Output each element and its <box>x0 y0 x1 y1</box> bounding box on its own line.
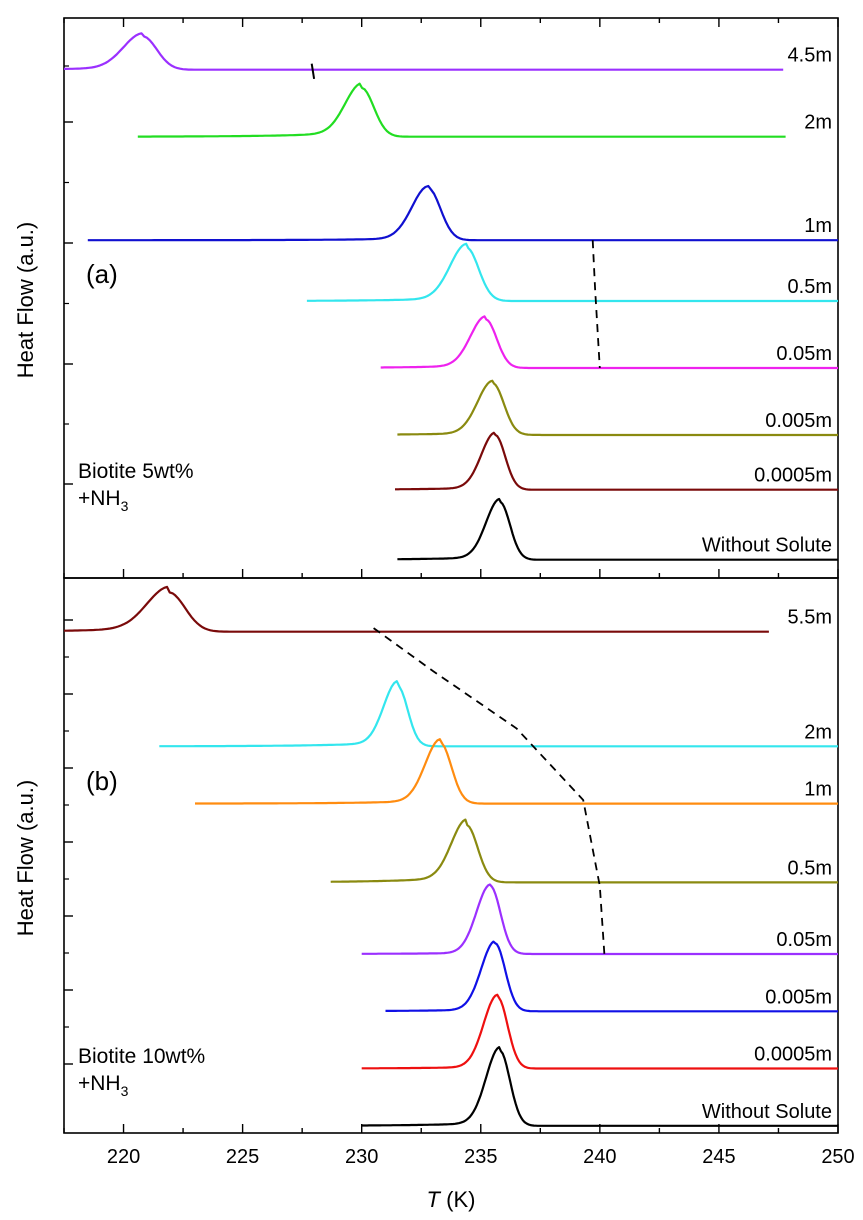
panel-b-tag: (b) <box>86 766 118 796</box>
panel-b-formula-base: +NH <box>78 1072 121 1095</box>
series-line <box>395 431 838 491</box>
x-tick-label: 245 <box>702 1146 735 1168</box>
series-label: 1m <box>804 215 832 237</box>
panel-b-sample-formula: +NH3 <box>78 1072 129 1099</box>
onset-marker <box>310 63 316 80</box>
panel-b-y-axis-label: Heat Flow (a.u.) <box>13 780 38 937</box>
panel-a-sample-label: Biotite 5wt% <box>78 460 194 483</box>
series-line <box>64 585 769 633</box>
panel-a-sample-formula: +NH3 <box>78 487 129 514</box>
panel-b-y-ticks <box>64 619 73 1065</box>
panel-a: 4.5m 2m 1m 0.5m 0.05m 0.005m 0.0005m Without So… <box>13 17 839 579</box>
x-axis-variable: T <box>427 1187 442 1212</box>
series-label: 4.5m <box>788 45 832 67</box>
series-label: 2m <box>804 112 832 134</box>
panel-b-curve-labels: 5.5m 2m 1m 0.5m 0.05m 0.005m 0.0005m Without So… <box>702 607 832 1123</box>
panel-b-curves <box>64 585 838 1127</box>
panel-a-y-ticks <box>64 65 73 485</box>
panel-a-curves <box>64 32 838 561</box>
series-line <box>361 993 838 1070</box>
x-axis-unit: (K) <box>440 1187 475 1212</box>
series-line <box>195 738 838 805</box>
x-tick-label: 220 <box>107 1146 140 1168</box>
series-line <box>87 184 838 242</box>
series-line <box>397 497 838 561</box>
series-label: 0.5m <box>788 276 832 298</box>
x-tick-label: 230 <box>345 1146 378 1168</box>
panel-b: 5.5m 2m 1m 0.5m 0.05m 0.005m 0.0005m Without So… <box>13 577 839 1134</box>
series-label: Without Solute <box>702 1101 832 1123</box>
series-line <box>397 379 838 437</box>
series-label: 1m <box>804 779 832 801</box>
series-label: 2m <box>804 721 832 743</box>
series-label: Without Solute <box>702 535 832 557</box>
onset-guide-line <box>373 627 606 958</box>
x-tick-label: 225 <box>226 1146 259 1168</box>
panel-a-formula-base: +NH <box>78 487 121 510</box>
series-line <box>330 818 838 884</box>
panel-b-frame <box>63 577 839 1134</box>
series-label: 0.05m <box>776 343 832 365</box>
panel-a-y-axis-label: Heat Flow (a.u.) <box>13 222 38 379</box>
series-label: 0.05m <box>776 929 832 951</box>
series-label: 5.5m <box>788 607 832 629</box>
series-line <box>385 940 838 1013</box>
onset-guide-line <box>591 240 601 369</box>
series-label: 0.005m <box>765 410 832 432</box>
x-axis-label: T (K) <box>427 1187 476 1212</box>
panel-a-frame <box>63 17 839 579</box>
panel-b-formula-subscript: 3 <box>121 1083 129 1099</box>
x-tick-label: 240 <box>583 1146 616 1168</box>
series-line <box>159 680 838 748</box>
panel-a-formula-subscript: 3 <box>121 498 129 514</box>
series-line <box>137 82 786 138</box>
series-line <box>361 883 838 956</box>
x-tick-label: 235 <box>464 1146 497 1168</box>
panel-a-tag: (a) <box>86 259 118 289</box>
series-label: 0.0005m <box>754 465 832 487</box>
series-line <box>64 32 784 71</box>
panel-b-sample-label: Biotite 10wt% <box>78 1045 205 1068</box>
series-line <box>380 315 838 370</box>
series-label: 0.5m <box>788 857 832 879</box>
series-label: 0.0005m <box>754 1044 832 1066</box>
x-axis: 220 225 230 235 240 245 250 <box>63 18 855 1168</box>
panel-a-curve-labels: 4.5m 2m 1m 0.5m 0.05m 0.005m 0.0005m Without So… <box>702 45 832 557</box>
series-label: 0.005m <box>765 986 832 1008</box>
series-line <box>306 242 838 303</box>
x-tick-label: 250 <box>821 1146 854 1168</box>
